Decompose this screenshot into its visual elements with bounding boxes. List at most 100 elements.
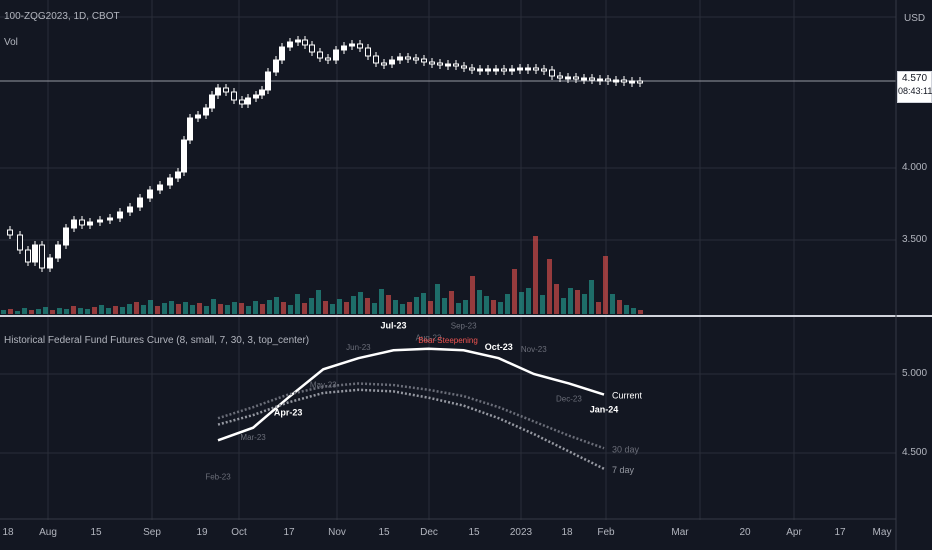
- volume-bar: [134, 302, 139, 314]
- candle-body: [613, 79, 619, 83]
- volume-bar: [477, 290, 482, 314]
- candle-body: [405, 56, 411, 60]
- candle-body: [223, 87, 229, 93]
- volume-bar: [505, 294, 510, 314]
- candle-body: [253, 94, 259, 99]
- candle-body: [557, 75, 563, 79]
- volume-bar: [120, 307, 125, 314]
- candle-body: [187, 117, 193, 141]
- volume-bar: [358, 292, 363, 314]
- time-axis-label: Dec: [420, 527, 438, 538]
- volume-bar: [393, 300, 398, 314]
- symbol-title[interactable]: 100-ZQG2023, 1D, CBOT: [4, 11, 120, 22]
- volume-bar: [561, 298, 566, 314]
- volume-bar: [421, 293, 426, 314]
- time-axis-label: 20: [739, 527, 751, 538]
- volume-bar: [15, 311, 20, 314]
- candle-body: [461, 65, 467, 69]
- candle-body: [341, 45, 347, 51]
- time-axis-label: 15: [378, 527, 390, 538]
- candle-body: [325, 57, 331, 61]
- volume-bar: [232, 302, 237, 314]
- contract-label: Sep-23: [451, 321, 477, 330]
- volume-bar: [617, 300, 622, 314]
- volume-bar: [225, 305, 230, 314]
- contract-label: Feb-23: [205, 473, 231, 482]
- volume-bar: [71, 306, 76, 314]
- candle-body: [127, 206, 133, 213]
- volume-bar: [29, 310, 34, 314]
- candle-body: [302, 39, 308, 46]
- volume-bar: [491, 300, 496, 314]
- candle-body: [421, 58, 427, 63]
- candle-body: [231, 91, 237, 101]
- candle-body: [25, 249, 31, 263]
- volume-bar: [533, 236, 538, 314]
- volume-bar: [400, 304, 405, 314]
- candle-body: [239, 99, 245, 105]
- candle-body: [445, 63, 451, 67]
- indicator-tick: 5.000: [902, 368, 928, 379]
- volume-legend[interactable]: Vol: [4, 37, 18, 48]
- volume-bar: [316, 290, 321, 314]
- bar-countdown: 08:43:11: [898, 86, 932, 96]
- candle-body: [195, 114, 201, 119]
- candle-body: [413, 57, 419, 61]
- candle-body: [63, 227, 69, 246]
- volume-bar: [155, 306, 160, 314]
- volume-bar: [169, 301, 174, 314]
- candle-body: [167, 177, 173, 186]
- volume-bar: [92, 307, 97, 314]
- curve-labels: Feb-23 Mar-23 Apr-23 May-23 Jun-23 Jul-23 Aug-…: [205, 320, 618, 481]
- contract-label: Jan-24: [590, 405, 619, 415]
- candle-body: [87, 221, 93, 226]
- candle-body: [279, 46, 285, 61]
- candle-body: [209, 94, 215, 109]
- time-axis-label: Apr: [786, 527, 802, 538]
- time-axis-label: Mar: [671, 527, 689, 538]
- volume-bar: [386, 295, 391, 314]
- candle-body: [157, 184, 163, 191]
- candle-body: [47, 257, 53, 269]
- candle-body: [541, 68, 547, 72]
- volume-bar: [99, 305, 104, 314]
- candle-body: [215, 87, 221, 96]
- candle-body: [309, 44, 315, 53]
- candle-body: [7, 229, 13, 236]
- volume-bar: [484, 296, 489, 314]
- candle-body: [381, 62, 387, 66]
- contract-label: Aug-23: [416, 334, 442, 343]
- candle-body: [349, 43, 355, 47]
- volume-bar: [176, 304, 181, 314]
- volume-bar: [589, 280, 594, 314]
- candle-body: [517, 67, 523, 71]
- price-tick: 3.500: [902, 234, 928, 245]
- volume-bar: [428, 301, 433, 314]
- volume-bar: [43, 307, 48, 314]
- candle-body: [493, 68, 499, 72]
- volume-bar: [323, 301, 328, 314]
- volume-bar: [512, 269, 517, 314]
- indicator-title[interactable]: Historical Federal Fund Futures Curve (8…: [4, 335, 310, 346]
- candle-body: [581, 77, 587, 81]
- volume-bar: [246, 306, 251, 314]
- volume-bar: [309, 298, 314, 314]
- volume-bar: [526, 288, 531, 314]
- last-price-badge: 4.570 08:43:11: [897, 71, 932, 103]
- volume-bar: [624, 305, 629, 314]
- candle-body: [533, 67, 539, 71]
- candle-body: [509, 68, 515, 72]
- candle-body: [637, 80, 643, 84]
- regime-label: Bear Steepening: [418, 336, 478, 345]
- currency-label[interactable]: USD: [904, 13, 926, 24]
- volume-bar: [638, 310, 643, 314]
- candle-body: [287, 41, 293, 48]
- volume-bar: [141, 305, 146, 314]
- grid: [0, 0, 896, 520]
- candle-body: [525, 67, 531, 71]
- candle-body: [589, 77, 595, 81]
- volume-bar: [337, 299, 342, 314]
- volume-bar: [547, 259, 552, 314]
- volume-bar: [470, 276, 475, 314]
